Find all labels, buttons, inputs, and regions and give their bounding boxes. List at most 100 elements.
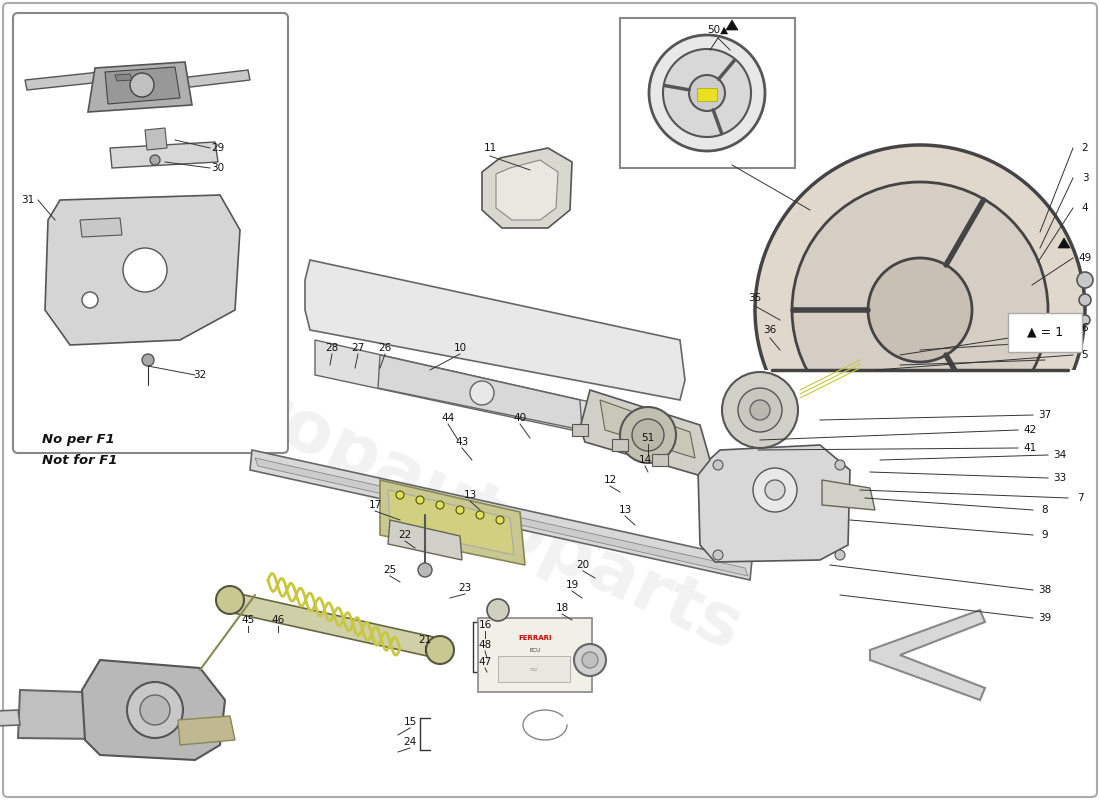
- Circle shape: [620, 407, 676, 463]
- Polygon shape: [379, 480, 525, 565]
- Circle shape: [126, 682, 183, 738]
- Circle shape: [123, 248, 167, 292]
- Circle shape: [140, 695, 170, 725]
- Circle shape: [416, 496, 424, 504]
- Circle shape: [216, 586, 244, 614]
- Circle shape: [1079, 294, 1091, 306]
- Text: 45: 45: [241, 615, 254, 625]
- Text: europautoparts: europautoparts: [147, 334, 752, 666]
- Polygon shape: [612, 439, 628, 451]
- Text: 40: 40: [514, 413, 527, 423]
- Polygon shape: [870, 610, 984, 700]
- Text: 28: 28: [326, 343, 339, 353]
- FancyBboxPatch shape: [478, 618, 592, 692]
- Text: 4: 4: [1081, 203, 1088, 213]
- Text: ECU: ECU: [529, 647, 540, 653]
- Text: 48: 48: [478, 640, 492, 650]
- FancyBboxPatch shape: [13, 13, 288, 453]
- Text: 3: 3: [1081, 173, 1088, 183]
- Text: 47: 47: [478, 657, 492, 667]
- Circle shape: [396, 491, 404, 499]
- Circle shape: [649, 35, 764, 151]
- Polygon shape: [220, 590, 447, 660]
- Text: 33: 33: [1054, 473, 1067, 483]
- Text: FERRARI: FERRARI: [518, 635, 552, 641]
- Text: 43: 43: [455, 437, 469, 447]
- Polygon shape: [178, 716, 235, 745]
- Polygon shape: [388, 490, 514, 555]
- Polygon shape: [180, 70, 250, 88]
- Polygon shape: [82, 660, 226, 760]
- Text: 17: 17: [368, 500, 382, 510]
- Circle shape: [755, 145, 1085, 475]
- Circle shape: [713, 550, 723, 560]
- Circle shape: [868, 258, 972, 362]
- Polygon shape: [110, 142, 218, 168]
- Text: 13: 13: [463, 490, 476, 500]
- Circle shape: [418, 563, 432, 577]
- Text: 13: 13: [618, 505, 631, 515]
- Text: 25: 25: [384, 565, 397, 575]
- Text: 44: 44: [441, 413, 454, 423]
- Text: 6: 6: [1081, 323, 1088, 333]
- Circle shape: [582, 652, 598, 668]
- Text: 22: 22: [398, 530, 411, 540]
- Polygon shape: [600, 400, 695, 458]
- Circle shape: [713, 460, 723, 470]
- Text: 31: 31: [21, 195, 34, 205]
- Polygon shape: [482, 148, 572, 228]
- Text: 29: 29: [211, 143, 224, 153]
- Text: 8: 8: [1042, 505, 1048, 515]
- Text: 7: 7: [1077, 493, 1084, 503]
- Text: 24: 24: [404, 737, 417, 747]
- Circle shape: [150, 155, 160, 165]
- Circle shape: [722, 372, 798, 448]
- Polygon shape: [822, 480, 875, 510]
- Polygon shape: [88, 62, 192, 112]
- Circle shape: [496, 516, 504, 524]
- Text: 11: 11: [483, 143, 496, 153]
- Circle shape: [470, 381, 494, 405]
- Text: 15: 15: [404, 717, 417, 727]
- Polygon shape: [104, 67, 180, 104]
- Circle shape: [456, 506, 464, 514]
- Text: 21: 21: [418, 635, 431, 645]
- Circle shape: [574, 644, 606, 676]
- Circle shape: [476, 511, 484, 519]
- Text: 23: 23: [459, 583, 472, 593]
- Text: 50▲: 50▲: [707, 25, 728, 35]
- Text: 27: 27: [351, 343, 364, 353]
- Text: 14: 14: [638, 455, 651, 465]
- Circle shape: [632, 419, 664, 451]
- Text: 41: 41: [1023, 443, 1036, 453]
- Polygon shape: [145, 128, 167, 150]
- Circle shape: [487, 599, 509, 621]
- Polygon shape: [0, 710, 20, 726]
- Circle shape: [764, 480, 785, 500]
- Circle shape: [426, 636, 454, 664]
- Text: 16: 16: [478, 620, 492, 630]
- Polygon shape: [496, 160, 558, 220]
- Polygon shape: [116, 74, 132, 81]
- Polygon shape: [315, 340, 670, 450]
- Polygon shape: [1058, 238, 1070, 248]
- Text: 2: 2: [1081, 143, 1088, 153]
- Circle shape: [1080, 315, 1090, 325]
- Bar: [752, 370, 1088, 490]
- Circle shape: [436, 501, 444, 509]
- Polygon shape: [498, 656, 570, 682]
- Polygon shape: [250, 450, 752, 580]
- Polygon shape: [698, 445, 850, 562]
- Text: 34: 34: [1054, 450, 1067, 460]
- Text: 20: 20: [576, 560, 590, 570]
- Circle shape: [792, 182, 1048, 438]
- Polygon shape: [45, 195, 240, 345]
- Text: 10: 10: [453, 343, 466, 353]
- Text: 19: 19: [565, 580, 579, 590]
- Circle shape: [1077, 272, 1093, 288]
- Polygon shape: [652, 454, 668, 466]
- Circle shape: [689, 75, 725, 111]
- Text: 12: 12: [604, 475, 617, 485]
- Circle shape: [130, 73, 154, 97]
- Polygon shape: [378, 355, 582, 430]
